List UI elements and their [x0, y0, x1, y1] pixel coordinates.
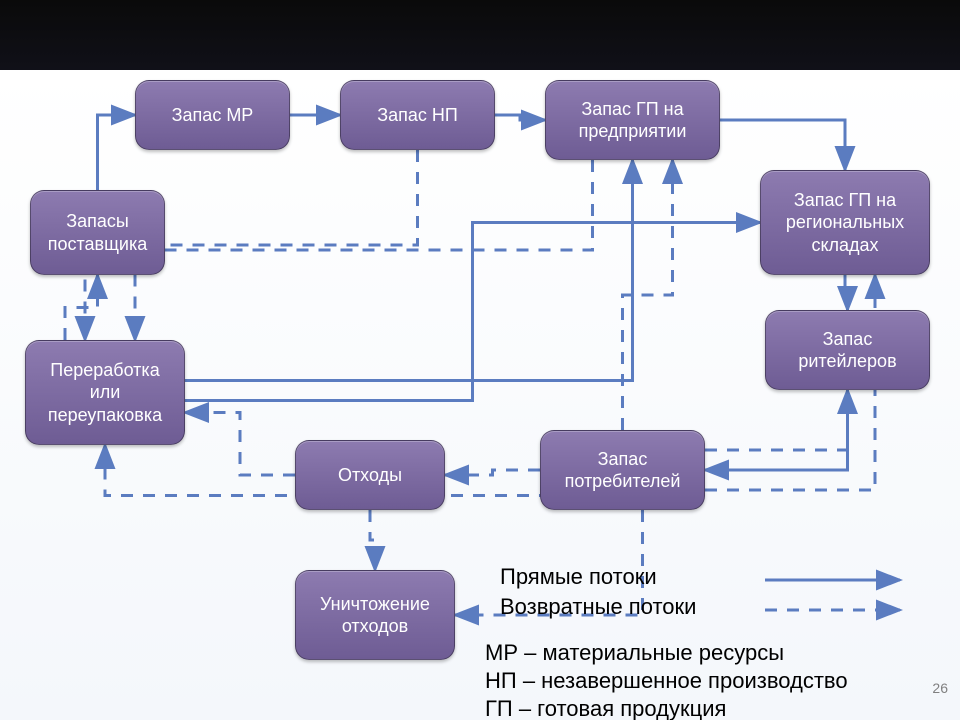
header-bar [0, 0, 960, 70]
node-repack: Переработка или переупаковка [25, 340, 185, 445]
glossary-line-2: ГП – готовая продукция [485, 696, 726, 720]
node-retail: Запас ритейлеров [765, 310, 930, 390]
node-waste: Отходы [295, 440, 445, 510]
glossary-line-0: МР – материальные ресурсы [485, 640, 784, 666]
legend-label-dashed: Возвратные потоки [500, 594, 696, 620]
node-gp_ent: Запас ГП на предприятии [545, 80, 720, 160]
node-np: Запас НП [340, 80, 495, 150]
node-mr: Запас МР [135, 80, 290, 150]
page-number: 26 [932, 680, 948, 696]
node-supplier: Запасы поставщика [30, 190, 165, 275]
node-consumer: Запас потребителей [540, 430, 705, 510]
node-gp_reg: Запас ГП на региональных складах [760, 170, 930, 275]
glossary-line-1: НП – незавершенное производство [485, 668, 848, 694]
node-destroy: Уничтожение отходов [295, 570, 455, 660]
slide: Запасы поставщика Запас МР Запас НП Запас Г… [0, 0, 960, 720]
legend-label-solid: Прямые потоки [500, 564, 657, 590]
